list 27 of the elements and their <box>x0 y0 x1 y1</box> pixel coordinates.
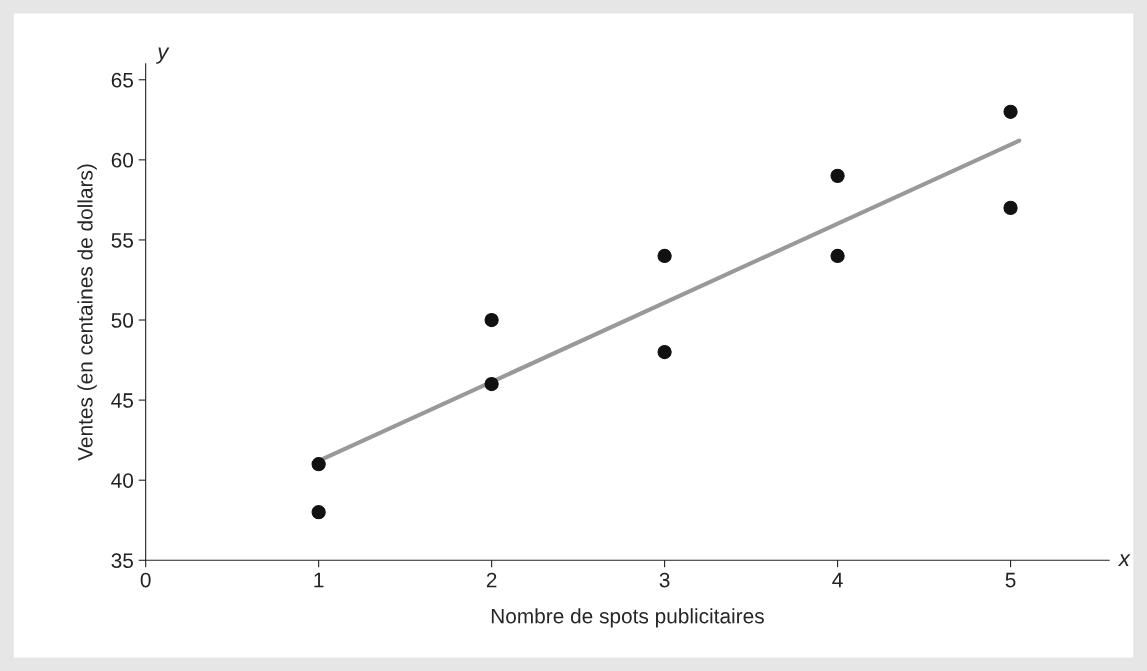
text: x <box>1117 554 1131 567</box>
point <box>1003 104 1018 119</box>
x-tick-label: 0 <box>140 572 151 588</box>
x-tick-label: 3 <box>659 572 670 588</box>
y-tick-label: 60 <box>111 152 134 168</box>
annotation: y <box>155 47 170 64</box>
x-tick-label: 2 <box>486 572 497 588</box>
y-tick-label: 45 <box>111 393 133 408</box>
point <box>484 376 499 392</box>
y-tick-label: 35 <box>111 553 133 569</box>
y-tick-label: 50 <box>111 313 134 328</box>
point <box>311 505 326 520</box>
x-tick-label: 5 <box>1005 572 1016 588</box>
point <box>657 344 672 360</box>
y-tick-label: 40 <box>111 473 134 488</box>
point <box>484 312 499 328</box>
point <box>830 168 845 183</box>
x-tick-label: 1 <box>314 572 324 588</box>
point <box>1003 200 1018 216</box>
y-tick-label: 55 <box>111 233 133 248</box>
x-tick-label: 4 <box>832 572 843 588</box>
y-axis-title: Ventes (en centaines de dollars) <box>77 164 97 461</box>
x-axis-title: Nombre de spots publicitaires <box>491 608 764 628</box>
point <box>311 457 326 472</box>
point <box>657 248 672 264</box>
point <box>830 248 845 264</box>
y-tick-label: 65 <box>111 72 133 88</box>
